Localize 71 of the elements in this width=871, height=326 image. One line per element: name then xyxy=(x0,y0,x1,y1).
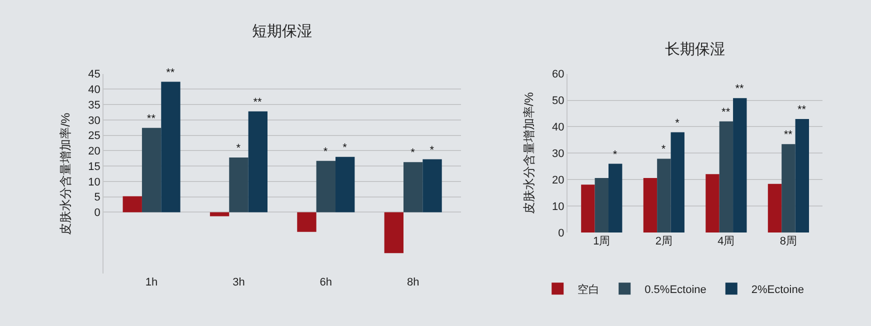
bar xyxy=(161,82,180,212)
x-tick-label: 2周 xyxy=(655,236,672,248)
bar xyxy=(719,121,734,233)
bar xyxy=(210,212,230,216)
bar xyxy=(795,119,810,233)
data-label: ** xyxy=(735,83,745,96)
bar xyxy=(422,159,442,212)
bar xyxy=(782,144,796,233)
bar xyxy=(248,111,268,212)
y-tick-label: 60 xyxy=(552,68,564,81)
data-label: * xyxy=(236,142,242,154)
chart-title: 长期保湿 xyxy=(665,41,725,58)
data-label: ** xyxy=(722,106,731,118)
bar xyxy=(657,158,671,233)
data-label: ** xyxy=(798,104,807,116)
data-label: * xyxy=(675,117,680,130)
data-label: ** xyxy=(146,112,156,125)
bar xyxy=(229,157,248,212)
y-tick-label: 10 xyxy=(552,200,564,213)
data-label: * xyxy=(430,144,435,156)
bar xyxy=(594,178,609,233)
chart-title: 短期保湿 xyxy=(252,23,312,40)
bar xyxy=(608,164,622,233)
legend-label: 0.5%Ectoine xyxy=(644,284,706,296)
y-tick-label: 25 xyxy=(88,130,100,142)
data-label: * xyxy=(323,146,328,158)
x-tick-label: 1h xyxy=(145,276,158,289)
x-tick-label: 1周 xyxy=(593,236,610,248)
data-label: * xyxy=(410,147,416,160)
data-label: * xyxy=(612,148,618,161)
y-tick-label: 15 xyxy=(88,160,100,173)
data-label: ** xyxy=(253,96,263,108)
bar xyxy=(643,178,658,233)
bar xyxy=(403,162,423,212)
bar xyxy=(581,184,595,233)
x-tick-label: 8周 xyxy=(780,236,798,248)
y-tick-label: 45 xyxy=(88,68,100,81)
y-tick-label: 0 xyxy=(558,227,564,240)
y-tick-label: 20 xyxy=(88,146,100,158)
y-tick-label: 5 xyxy=(94,192,100,204)
bar xyxy=(384,212,404,254)
y-tick-label: 10 xyxy=(88,176,100,188)
y-tick-label: 50 xyxy=(552,95,564,108)
bar xyxy=(316,160,336,212)
x-tick-label: 8h xyxy=(406,276,420,289)
y-tick-label: 0 xyxy=(94,207,100,220)
bar xyxy=(670,132,684,233)
data-label: * xyxy=(661,144,666,156)
data-label: ** xyxy=(784,129,794,142)
bar xyxy=(336,156,355,212)
x-tick-label: 6h xyxy=(320,276,332,289)
data-label: * xyxy=(342,142,348,154)
y-axis-title: 皮肤水分含量增加率/% xyxy=(522,92,536,214)
bar xyxy=(733,98,747,233)
y-tick-label: 20 xyxy=(552,174,564,186)
x-tick-label: 3h xyxy=(232,276,245,289)
y-tick-label: 40 xyxy=(552,122,564,134)
legend-label: 2%Ectoine xyxy=(751,284,804,296)
data-label: ** xyxy=(166,66,176,79)
bar xyxy=(142,128,162,212)
bar xyxy=(706,174,720,233)
y-tick-label: 30 xyxy=(88,114,100,127)
x-tick-label: 4周 xyxy=(718,236,735,248)
bar xyxy=(297,212,316,232)
y-tick-label: 35 xyxy=(88,99,100,112)
bar xyxy=(768,184,782,233)
y-tick-label: 40 xyxy=(88,84,100,96)
bar xyxy=(122,196,142,212)
y-tick-label: 30 xyxy=(552,148,564,160)
legend-label: 空白 xyxy=(578,282,600,296)
y-axis-title: 皮肤水分含量增加率/% xyxy=(58,112,72,235)
